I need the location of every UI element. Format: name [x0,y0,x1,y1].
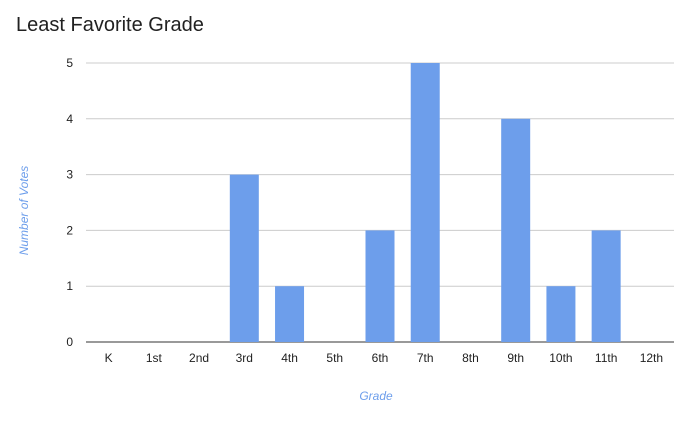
bar-4th [275,286,305,342]
y-tick-label: 3 [66,168,73,182]
x-tick-label: 6th [372,351,389,365]
chart-title: Least Favorite Grade [16,14,204,36]
bar-6th [365,230,395,342]
x-tick-label: 9th [507,351,524,365]
x-tick-label: 8th [462,351,479,365]
x-tick-label: 7th [417,351,434,365]
x-tick-label: 2nd [189,351,209,365]
x-tick-label: 12th [640,351,663,365]
x-axis-title: Grade [359,389,393,403]
y-tick-label: 2 [66,223,73,237]
x-tick-label: K [105,351,113,365]
x-tick-label: 11th [595,351,617,365]
bar-9th [501,118,531,342]
y-tick-label: 5 [66,56,73,70]
y-tick-label: 4 [66,112,73,126]
x-tick-label: 4th [281,351,298,365]
y-tick-label: 0 [66,335,73,349]
x-tick-label: 5th [326,351,343,365]
bar-11th [591,230,621,342]
x-tick-label: 1st [146,351,163,365]
x-tick-label: 3rd [236,351,253,365]
y-tick-label: 1 [66,279,73,293]
bar-10th [546,286,576,342]
bar-3rd [229,174,259,342]
x-tick-label: 10th [549,351,572,365]
bar-7th [410,63,440,342]
y-axis-title: Number of Votes [17,166,31,256]
